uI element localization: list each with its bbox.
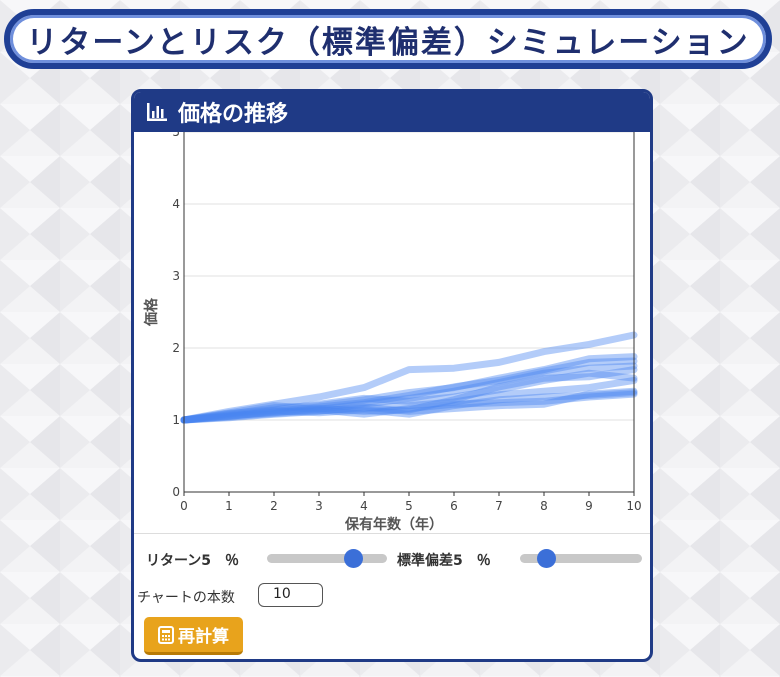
x-tick-label: 9 [585, 499, 593, 513]
y-tick-label: 2 [172, 341, 180, 355]
series-line-5 [180, 366, 638, 424]
y-tick-label: 4 [172, 197, 180, 211]
x-tick-label: 7 [495, 499, 503, 513]
stdev-label: 標準偏差5 ％ [397, 553, 491, 569]
bar-chart-icon [147, 103, 167, 121]
chart-grid [184, 132, 634, 421]
series-line-10 [180, 387, 638, 424]
series-line-8 [180, 389, 638, 424]
series-line-9 [180, 390, 638, 424]
card-header: 価格の推移 [134, 92, 650, 132]
x-tick-label: 10 [626, 499, 641, 513]
y-tick-label: 3 [172, 269, 180, 283]
series-line-7 [180, 376, 638, 424]
page-title: リターンとリスク（標準偏差）シミュレーション [26, 24, 750, 61]
x-tick-label: 6 [450, 499, 458, 513]
page-title-banner: リターンとリスク（標準偏差）シミュレーション [4, 9, 772, 69]
calculator-icon [158, 625, 174, 644]
chart-count-label: チャートの本数 [137, 590, 235, 606]
x-tick-label: 8 [540, 499, 548, 513]
series-line-2 [180, 353, 638, 424]
recalculate-button[interactable]: 再計算 [144, 617, 243, 655]
stdev-slider[interactable] [520, 549, 642, 568]
x-tick-label: 0 [180, 499, 188, 513]
y-axis-label: 価格 [143, 297, 160, 327]
x-tick-label: 3 [315, 499, 323, 513]
chart-ticks: 0 1 2 3 4 5 0 1 2 3 4 5 6 7 8 9 10 [172, 132, 641, 513]
x-tick-label: 4 [360, 499, 368, 513]
series-line-3 [180, 357, 638, 424]
price-line-chart: 0 1 2 3 4 5 0 1 2 3 4 5 6 7 8 9 10 保有年数（年） 価格 [143, 132, 642, 532]
y-tick-label: 5 [172, 132, 180, 139]
series-line-4 [180, 362, 638, 424]
chart-count-input[interactable]: 10 [258, 583, 323, 607]
controls-divider [134, 533, 650, 534]
series-line-1 [180, 331, 638, 424]
price-chart-card: 価格の推移 0 1 2 3 4 5 0 1 2 3 4 5 6 7 8 9 10 保有年数（年） 価格 リターン… [131, 89, 653, 662]
y-tick-label: 1 [172, 413, 180, 427]
card-title: 価格の推移 [178, 102, 289, 127]
x-tick-label: 5 [405, 499, 413, 513]
recalculate-label: 再計算 [178, 627, 229, 647]
stdev-slider-thumb[interactable] [536, 549, 556, 568]
x-tick-label: 2 [270, 499, 278, 513]
return-slider-thumb[interactable] [344, 549, 364, 568]
chart-axes [183, 132, 635, 493]
slider-controls: リターン5 ％ 標準偏差5 ％ [134, 547, 650, 571]
series-line-6 [180, 369, 638, 424]
x-axis-label: 保有年数（年） [344, 516, 443, 532]
x-tick-label: 1 [225, 499, 233, 513]
y-tick-label: 0 [172, 485, 180, 499]
return-label: リターン5 ％ [146, 553, 240, 569]
chart-series-group [180, 331, 638, 424]
return-slider[interactable] [267, 549, 387, 568]
